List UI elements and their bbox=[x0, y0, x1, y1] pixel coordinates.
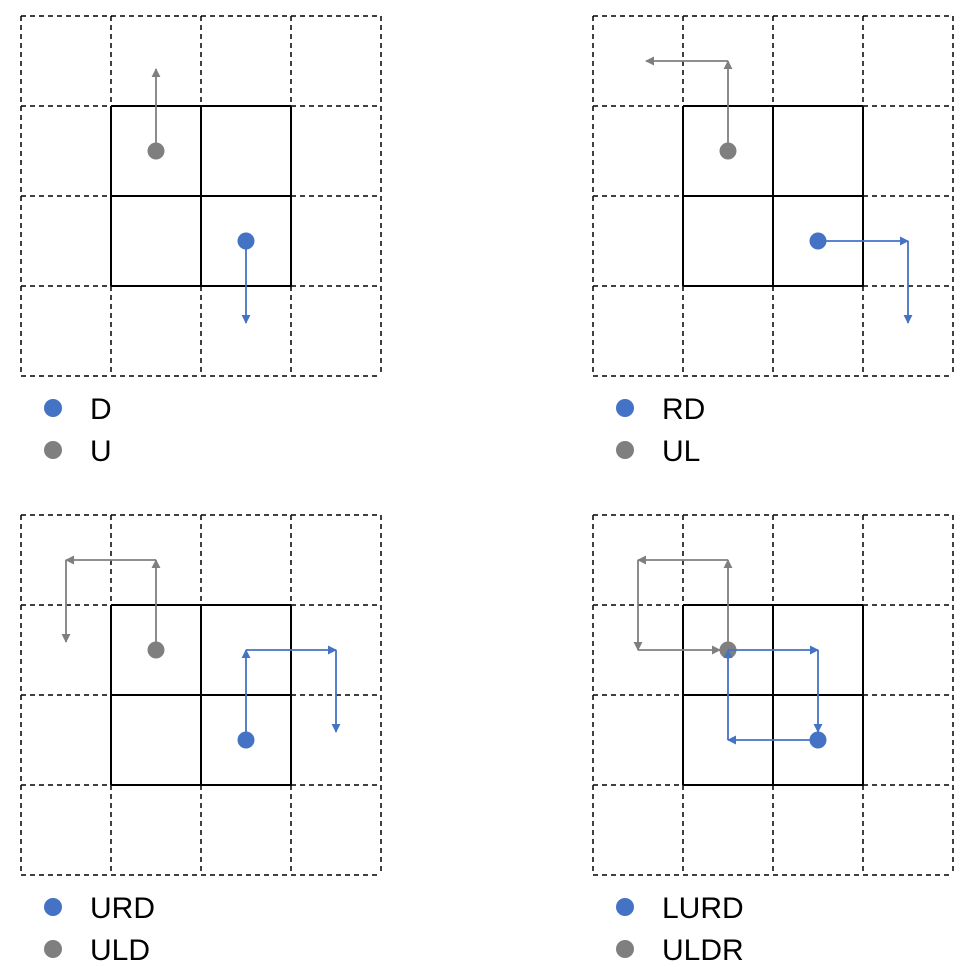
solid-inner-block bbox=[682, 604, 864, 786]
legend-label-gray: U bbox=[90, 435, 112, 468]
legend-label-gray: ULD bbox=[90, 934, 150, 967]
solid-inner-block bbox=[682, 105, 864, 287]
blue-path-RD bbox=[809, 232, 913, 324]
solid-inner-block bbox=[110, 604, 292, 786]
legend-label-gray: UL bbox=[662, 435, 700, 468]
legend: URD ULD bbox=[44, 892, 155, 967]
gray-path-ULDR bbox=[633, 555, 737, 659]
legend: DU bbox=[44, 393, 112, 468]
legend-label-blue: D bbox=[90, 393, 112, 426]
legend-marker-gray bbox=[44, 940, 62, 958]
blue-path-LURD bbox=[723, 645, 827, 749]
legend-label-blue: URD bbox=[90, 892, 155, 925]
blue-start-dot bbox=[237, 731, 255, 749]
legend-label-blue: RD bbox=[662, 393, 705, 426]
legend-marker-blue bbox=[44, 399, 62, 417]
legend-label-blue: LURD bbox=[662, 892, 744, 925]
gray-path-U bbox=[147, 68, 165, 160]
blue-start-dot bbox=[809, 232, 827, 250]
legend-marker-blue bbox=[616, 399, 634, 417]
gray-path-UL bbox=[645, 56, 737, 160]
legend-marker-gray bbox=[616, 441, 634, 459]
gray-start-dot bbox=[147, 641, 165, 659]
legend: RD UL bbox=[616, 393, 705, 468]
gray-start-dot bbox=[147, 142, 165, 160]
panel-2: RD UL bbox=[592, 15, 954, 468]
panel-1: DU bbox=[20, 15, 382, 468]
legend-marker-gray bbox=[616, 940, 634, 958]
legend-marker-gray bbox=[44, 441, 62, 459]
legend-marker-blue bbox=[44, 898, 62, 916]
blue-path-URD bbox=[237, 645, 341, 749]
legend-label-gray: ULDR bbox=[662, 934, 744, 967]
panel-3: URD ULD bbox=[20, 514, 382, 967]
legend-marker-blue bbox=[616, 898, 634, 916]
solid-inner-block bbox=[110, 105, 292, 287]
gray-start-dot bbox=[719, 142, 737, 160]
legend: LURD ULDR bbox=[616, 892, 744, 967]
blue-start-dot bbox=[237, 232, 255, 250]
gray-path-ULD bbox=[61, 555, 165, 659]
blue-path-D bbox=[237, 232, 255, 324]
blue-start-dot bbox=[809, 731, 827, 749]
panel-4: LURD ULDR bbox=[592, 514, 954, 967]
